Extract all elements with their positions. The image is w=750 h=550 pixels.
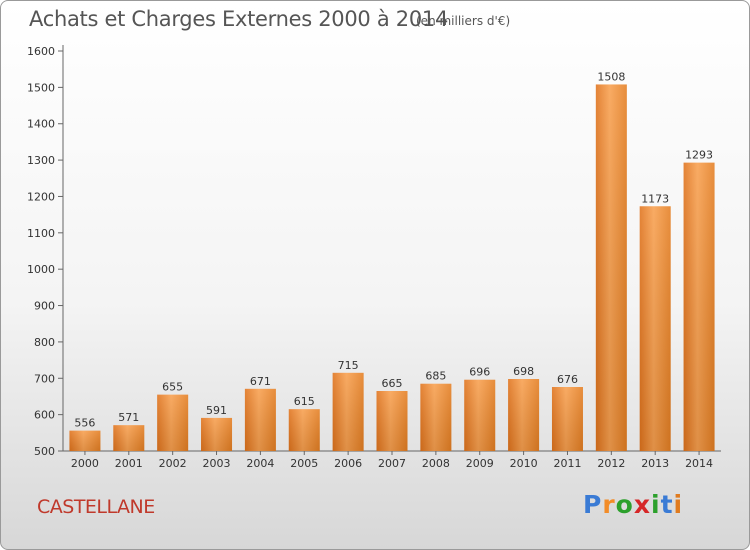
axes: 500 600 700 800 900 1000 1100 1200 1300 1400 1500 1… <box>27 45 721 470</box>
logo-letter: P <box>583 490 603 519</box>
bar-shade <box>376 391 408 451</box>
chart-subtitle: (en milliers d'€) <box>416 14 511 28</box>
bar-value-label: 665 <box>382 377 403 390</box>
bar-shade <box>639 206 671 451</box>
y-tick-label: 600 <box>34 409 55 422</box>
bars-group <box>69 84 715 452</box>
y-tick-label: 1600 <box>27 45 55 58</box>
x-tick-label: 2002 <box>159 457 187 470</box>
x-tick-label: 2013 <box>641 457 669 470</box>
bar-value-label: 1508 <box>597 70 625 83</box>
location-label: CASTELLANE <box>37 496 155 518</box>
bar-value-label: 591 <box>206 404 227 417</box>
x-tick-label: 2001 <box>115 457 143 470</box>
logo-letter: i <box>651 490 661 519</box>
bar-value-label: 676 <box>557 373 578 386</box>
logo-letter: i <box>673 490 684 519</box>
x-tick-label: 2008 <box>422 457 450 470</box>
bar-value-label: 556 <box>74 417 95 430</box>
proxiti-logo: Proxiti <box>583 490 683 519</box>
y-tick-label: 800 <box>34 336 55 349</box>
y-tick-label: 900 <box>34 300 55 313</box>
bar-shade <box>551 387 583 451</box>
bar-shade <box>201 417 233 451</box>
bar-shade <box>508 379 540 451</box>
x-tick-label: 2005 <box>290 457 318 470</box>
logo-letter: x <box>633 490 651 519</box>
bar-value-label: 1293 <box>685 149 713 162</box>
bar-value-label: 715 <box>338 359 359 372</box>
x-tick-label: 2011 <box>553 457 581 470</box>
x-tick-label: 2007 <box>378 457 406 470</box>
y-tick-label: 1400 <box>27 118 55 131</box>
x-tick-label: 2006 <box>334 457 362 470</box>
value-labels-group: 556 571 655 591 671 615 715 665 685 696 698 676 1508… <box>74 70 713 429</box>
bar-shade <box>464 379 496 451</box>
bar-shade <box>157 394 189 451</box>
bar-value-label: 655 <box>162 381 183 394</box>
x-tick-label: 2009 <box>466 457 494 470</box>
bar-value-label: 671 <box>250 375 271 388</box>
y-tick-label: 1500 <box>27 81 55 94</box>
logo-letter: o <box>615 490 634 519</box>
y-tick-label: 1100 <box>27 227 55 240</box>
bar-shade <box>683 162 715 452</box>
bar-value-label: 685 <box>425 370 446 383</box>
bar-shade <box>288 409 320 451</box>
logo-letter: r <box>602 490 616 519</box>
bar-value-label: 696 <box>469 366 490 379</box>
bar-shade <box>244 388 276 451</box>
x-tick-label: 2014 <box>685 457 713 470</box>
bar-shade <box>595 84 627 452</box>
y-tick-label: 1200 <box>27 190 55 203</box>
x-tick-label: 2003 <box>203 457 231 470</box>
bar-shade <box>420 383 452 451</box>
bar-value-label: 615 <box>294 395 315 408</box>
logo-letter: t <box>660 490 674 519</box>
y-tick-label: 500 <box>34 445 55 458</box>
y-tick-label: 1300 <box>27 154 55 167</box>
chart-title: Achats et Charges Externes 2000 à 2014 <box>29 7 449 31</box>
bar-value-label: 698 <box>513 365 534 378</box>
bar-shade <box>69 430 101 451</box>
y-tick-label: 1000 <box>27 263 55 276</box>
bar-shade <box>332 372 364 451</box>
x-tick-label: 2010 <box>510 457 538 470</box>
x-tick-label: 2012 <box>597 457 625 470</box>
bar-shade <box>113 425 145 451</box>
bar-value-label: 1173 <box>641 192 669 205</box>
bar-value-label: 571 <box>118 411 139 424</box>
x-tick-label: 2004 <box>246 457 274 470</box>
y-tick-label: 700 <box>34 372 55 385</box>
x-tick-label: 2000 <box>71 457 99 470</box>
